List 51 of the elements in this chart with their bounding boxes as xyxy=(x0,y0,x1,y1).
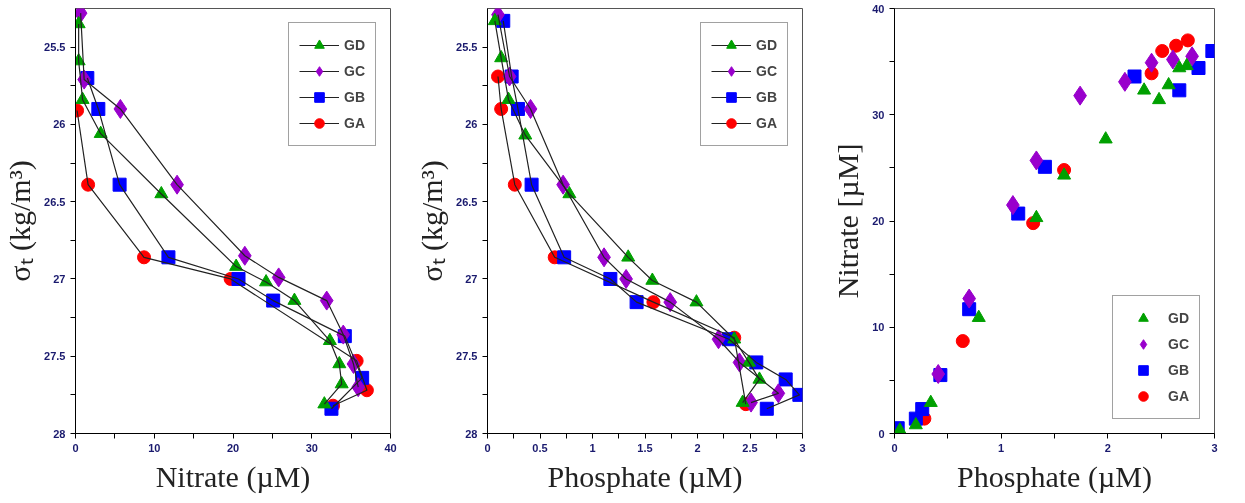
legend-label: GD xyxy=(756,37,777,53)
legend-label: GC xyxy=(1168,336,1189,352)
x-tick-label: 0 xyxy=(72,441,79,454)
x-tick-label: 20 xyxy=(226,441,240,454)
x-tick-label: 0 xyxy=(891,441,898,454)
legend-label: GA xyxy=(344,115,365,131)
y-axis-title: Nitrate [µM] xyxy=(831,143,865,299)
x-tick-label: 10 xyxy=(148,441,161,454)
legend-label: GA xyxy=(756,115,777,131)
x-tick-label: 2 xyxy=(1104,441,1111,454)
y-tick-label: 27 xyxy=(465,272,478,285)
x-tick-label: 30 xyxy=(305,441,318,454)
legend-label: GB xyxy=(756,89,777,105)
x-axis-title: Phosphate (µM) xyxy=(957,459,1152,494)
y-tick-label: 40 xyxy=(872,2,885,15)
y-tick-label: 28 xyxy=(465,427,478,440)
y-tick-label: 10 xyxy=(872,321,885,334)
y-tick-label: 26 xyxy=(465,118,478,131)
y-tick-label: 27.5 xyxy=(44,350,66,363)
x-tick-label: 3 xyxy=(799,441,806,454)
y-tick-label: 26 xyxy=(53,118,66,131)
x-tick-label: 1.5 xyxy=(637,441,653,454)
y-tick-label: 26.5 xyxy=(456,195,478,208)
x-tick-label: 2 xyxy=(694,441,701,454)
y-tick-label: 27.5 xyxy=(456,350,478,363)
y-tick-label: 20 xyxy=(872,215,885,227)
y-axis-title: σₜ (kg/m³) xyxy=(415,160,450,282)
legend-label: GD xyxy=(1168,310,1189,326)
x-tick-label: 1 xyxy=(998,441,1005,454)
legend-label: GB xyxy=(1168,362,1189,378)
y-tick-label: 25.5 xyxy=(456,41,478,54)
legend-label: GA xyxy=(1168,388,1189,404)
x-axis-title: Nitrate (µM) xyxy=(155,459,311,494)
x-tick-label: 0 xyxy=(484,441,491,454)
legend-label: GB xyxy=(344,89,365,105)
y-axis-title: σₜ (kg/m³) xyxy=(3,160,38,282)
legend-label: GD xyxy=(344,37,365,53)
y-tick-label: 26.5 xyxy=(44,195,66,208)
x-tick-label: 1 xyxy=(589,441,596,454)
x-axis-title: Phosphate (µM) xyxy=(547,459,743,494)
y-tick-label: 28 xyxy=(53,427,66,440)
x-tick-label: 0.5 xyxy=(532,441,548,454)
y-tick-label: 25.5 xyxy=(44,41,66,54)
y-tick-label: 30 xyxy=(872,108,885,121)
legend-label: GC xyxy=(756,63,777,79)
x-tick-label: 40 xyxy=(384,441,397,454)
y-tick-label: 0 xyxy=(878,427,885,440)
x-tick-label: 2.5 xyxy=(742,441,758,454)
legend-label: GC xyxy=(344,63,365,79)
y-tick-label: 27 xyxy=(53,272,66,285)
x-tick-label: 3 xyxy=(1211,441,1218,454)
